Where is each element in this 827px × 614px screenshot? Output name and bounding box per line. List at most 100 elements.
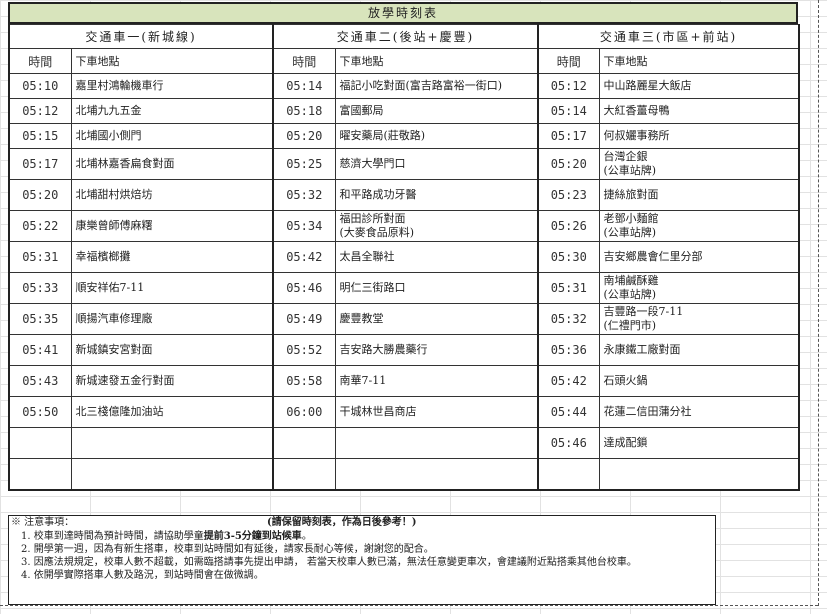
time-cell[interactable] xyxy=(272,427,336,459)
time-cell[interactable]: 05:31 xyxy=(8,241,72,273)
stop-header[interactable]: 下車地點 xyxy=(70,48,274,74)
stop-cell[interactable]: 康樂曾師傅麻糬 xyxy=(70,210,274,242)
time-cell[interactable]: 05:33 xyxy=(8,272,72,304)
stop-cell[interactable]: 中山路麗星大飯店 xyxy=(598,73,800,99)
stop-cell[interactable]: 順揚汽車修理廠 xyxy=(70,303,274,335)
stop-cell[interactable]: 新城速發五金行對面 xyxy=(70,365,274,397)
stop-cell[interactable]: 石頭火鍋 xyxy=(598,365,800,397)
time-cell[interactable]: 05:35 xyxy=(8,303,72,335)
route-name[interactable]: 交通車二(後站+慶豐) xyxy=(272,24,540,49)
stop-cell[interactable]: 吉豐路一段7-11 (仁禮門市) xyxy=(598,303,800,335)
time-cell[interactable]: 05:17 xyxy=(537,123,600,149)
stop-cell[interactable]: 北埔九九五金 xyxy=(70,98,274,124)
stop-cell[interactable]: 吉安鄉農會仁里分部 xyxy=(598,241,800,273)
stop-cell[interactable]: 花蓮二信田蒲分社 xyxy=(598,396,800,428)
stop-cell[interactable]: 永康鐵工廠對面 xyxy=(598,334,800,366)
stop-cell[interactable]: 太昌全聯社 xyxy=(334,241,540,273)
stop-cell[interactable]: 明仁三街路口 xyxy=(334,272,540,304)
stop-cell[interactable]: 福記小吃對面(富吉路富裕一街口) xyxy=(334,73,540,99)
stop-cell[interactable]: 大紅香薑母鴨 xyxy=(598,98,800,124)
time-cell[interactable]: 05:42 xyxy=(272,241,336,273)
stop-cell[interactable]: 吉安路大勝農藥行 xyxy=(334,334,540,366)
time-cell[interactable]: 05:23 xyxy=(537,179,600,211)
stop-cell[interactable]: 何叔孋事務所 xyxy=(598,123,800,149)
stop-header[interactable]: 下車地點 xyxy=(334,48,540,74)
stop-header[interactable]: 下車地點 xyxy=(598,48,800,74)
time-cell[interactable] xyxy=(8,427,72,459)
time-cell[interactable]: 05:43 xyxy=(8,365,72,397)
time-cell[interactable] xyxy=(8,458,72,491)
time-cell[interactable]: 05:44 xyxy=(537,396,600,428)
time-cell[interactable]: 05:58 xyxy=(272,365,336,397)
time-cell[interactable]: 05:41 xyxy=(8,334,72,366)
time-cell[interactable]: 05:17 xyxy=(8,148,72,180)
time-cell[interactable]: 05:46 xyxy=(537,427,600,459)
table-row: 05:33 順安祥佑7-11 05:46 明仁三街路口 05:31 南埔鹹酥雞 (公車站牌… xyxy=(8,272,800,304)
time-header[interactable]: 時間 xyxy=(8,48,72,74)
stop-cell[interactable]: 台灣企銀 (公車站牌) xyxy=(598,148,800,180)
stop-cell[interactable]: 南華7-11 xyxy=(334,365,540,397)
time-header[interactable]: 時間 xyxy=(272,48,336,74)
stop-cell[interactable] xyxy=(598,458,800,491)
stop-cell[interactable] xyxy=(70,458,274,491)
time-cell[interactable]: 05:46 xyxy=(272,272,336,304)
time-cell[interactable]: 05:10 xyxy=(8,73,72,99)
time-cell[interactable]: 05:50 xyxy=(8,396,72,428)
time-cell[interactable]: 05:14 xyxy=(537,98,600,124)
time-cell[interactable]: 05:36 xyxy=(537,334,600,366)
stop-cell[interactable]: 順安祥佑7-11 xyxy=(70,272,274,304)
time-cell[interactable]: 05:26 xyxy=(537,210,600,242)
time-cell[interactable]: 05:20 xyxy=(272,123,336,149)
note-item: 2. 開學第一週，因為有新生搭車，校車到站時間如有延後，請家長耐心等候，謝謝您的… xyxy=(9,543,715,556)
stop-cell[interactable]: 北埔甜村烘焙坊 xyxy=(70,179,274,211)
stop-cell[interactable]: 達成配鎖 xyxy=(598,427,800,459)
time-cell[interactable]: 05:30 xyxy=(537,241,600,273)
time-cell[interactable]: 05:42 xyxy=(537,365,600,397)
time-cell[interactable]: 05:20 xyxy=(8,179,72,211)
time-cell[interactable]: 05:12 xyxy=(537,73,600,99)
stop-cell[interactable]: 和平路成功牙醫 xyxy=(334,179,540,211)
time-cell[interactable]: 05:22 xyxy=(8,210,72,242)
sheet-title: 放學時刻表 xyxy=(8,2,798,24)
time-cell[interactable]: 05:14 xyxy=(272,73,336,99)
stop-cell[interactable]: 南埔鹹酥雞 (公車站牌) xyxy=(598,272,800,304)
note-tail: 。 xyxy=(301,531,312,542)
time-cell[interactable]: 05:52 xyxy=(272,334,336,366)
time-cell[interactable]: 05:20 xyxy=(537,148,600,180)
stop-cell[interactable]: 幸福檳榔攤 xyxy=(70,241,274,273)
stop-cell[interactable]: 富國郵局 xyxy=(334,98,540,124)
time-cell[interactable]: 05:32 xyxy=(537,303,600,335)
time-cell[interactable]: 05:34 xyxy=(272,210,336,242)
time-cell[interactable]: 05:31 xyxy=(537,272,600,304)
stop-cell[interactable]: 北埔國小側門 xyxy=(70,123,274,149)
time-cell[interactable]: 05:18 xyxy=(272,98,336,124)
time-cell[interactable]: 06:00 xyxy=(272,396,336,428)
note-text: 4. 依開學實際搭車人數及路況，到站時間會在做微調。 xyxy=(21,570,264,581)
stop-cell[interactable]: 慶豐教堂 xyxy=(334,303,540,335)
route-name[interactable]: 交通車一(新城線) xyxy=(8,24,274,49)
stop-cell[interactable]: 捷絲旅對面 xyxy=(598,179,800,211)
stop-cell[interactable]: 北埔林嘉香扁食對面 xyxy=(70,148,274,180)
time-cell[interactable]: 05:25 xyxy=(272,148,336,180)
stop-cell[interactable] xyxy=(334,427,540,459)
stop-cell[interactable]: 曜安藥局(莊敬路) xyxy=(334,123,540,149)
stop-cell[interactable]: 新城鎮安宮對面 xyxy=(70,334,274,366)
stop-cell[interactable] xyxy=(70,427,274,459)
stop-cell[interactable]: 嘉里村鴻輪機車行 xyxy=(70,73,274,99)
time-header[interactable]: 時間 xyxy=(537,48,600,74)
table-row: 05:31 幸福檳榔攤 05:42 太昌全聯社 05:30 吉安鄉農會仁里分部 xyxy=(8,241,800,273)
route-name[interactable]: 交通車三(市區+前站) xyxy=(537,24,800,49)
time-cell[interactable]: 05:49 xyxy=(272,303,336,335)
stop-cell[interactable]: 北三棧億隆加油站 xyxy=(70,396,274,428)
stop-cell[interactable]: 老鄧小麵館 (公車站牌) xyxy=(598,210,800,242)
time-cell[interactable]: 05:32 xyxy=(272,179,336,211)
stop-cell[interactable]: 干城林世昌商店 xyxy=(334,396,540,428)
stop-cell[interactable] xyxy=(334,458,540,491)
table-row: 05:35 順揚汽車修理廠 05:49 慶豐教堂 05:32 吉豐路一段7-11 (仁禮門… xyxy=(8,303,800,335)
time-cell[interactable]: 05:12 xyxy=(8,98,72,124)
time-cell[interactable] xyxy=(272,458,336,491)
stop-cell[interactable]: 慈濟大學門口 xyxy=(334,148,540,180)
time-cell[interactable]: 05:15 xyxy=(8,123,72,149)
stop-cell[interactable]: 福田診所對面 (大麥食品原料) xyxy=(334,210,540,242)
time-cell[interactable] xyxy=(537,458,600,491)
